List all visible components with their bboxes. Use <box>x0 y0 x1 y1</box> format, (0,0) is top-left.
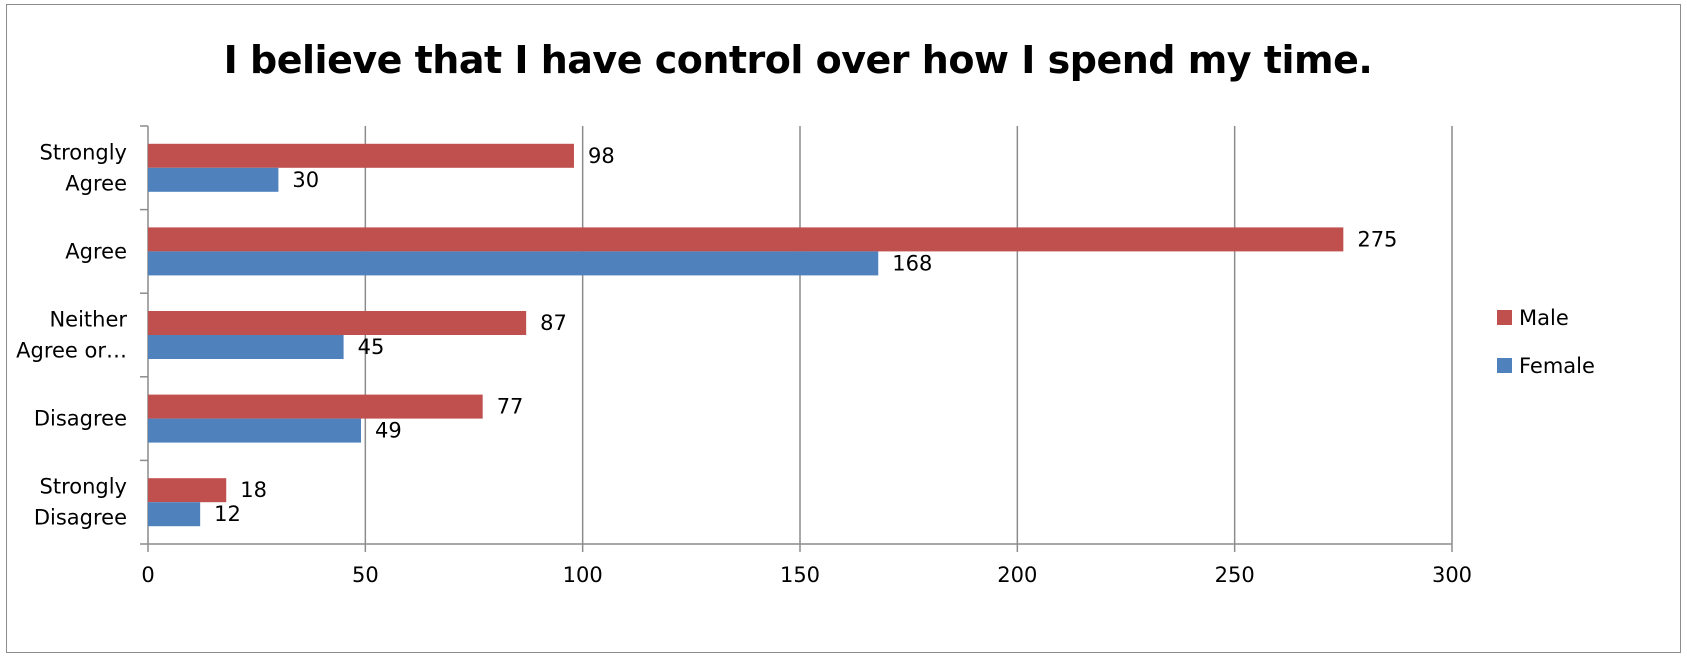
gridlines <box>364 126 1453 544</box>
data-label: 12 <box>214 502 241 526</box>
category-label: Agree <box>65 171 127 195</box>
bars <box>148 143 1344 527</box>
data-label: 18 <box>240 478 267 502</box>
labels: 0 50 100 150 200 250 300 98 30 Strongly Agree 275 16… <box>16 140 1472 587</box>
bar-male <box>148 478 227 503</box>
bar-male <box>148 311 527 335</box>
category-label: Neither <box>49 308 127 332</box>
category-label: Agree <box>65 239 127 263</box>
category-label: Disagree <box>34 506 127 530</box>
category-label: Agree or… <box>16 339 127 363</box>
bar-male <box>148 227 1344 252</box>
bar-female <box>148 418 361 443</box>
data-label: 87 <box>540 311 567 335</box>
x-tick-label: 250 <box>1215 563 1255 587</box>
legend-label-female: Female <box>1519 354 1595 378</box>
data-label: 168 <box>892 251 932 275</box>
data-label: 45 <box>358 335 385 359</box>
legend-swatch-male <box>1497 310 1512 325</box>
category-label: Strongly <box>40 475 128 499</box>
data-label: 275 <box>1357 227 1397 251</box>
bar-female <box>148 502 201 527</box>
bar-female <box>148 167 279 192</box>
legend: Male Female <box>1497 306 1595 378</box>
x-tick-label: 300 <box>1432 563 1472 587</box>
bar-female <box>148 335 344 359</box>
data-label: 77 <box>497 395 524 419</box>
x-tick-label: 200 <box>997 563 1037 587</box>
legend-label-male: Male <box>1519 306 1569 330</box>
category-label: Disagree <box>34 407 127 431</box>
legend-swatch-female <box>1497 358 1512 373</box>
x-tick-label: 0 <box>141 563 154 587</box>
x-tick-label: 100 <box>563 563 603 587</box>
category-label: Strongly <box>40 140 128 164</box>
x-tick-label: 150 <box>780 563 820 587</box>
bar-male <box>148 394 483 419</box>
data-label: 30 <box>292 168 319 192</box>
bar-female <box>148 251 879 276</box>
data-label: 49 <box>375 419 402 443</box>
x-tick-label: 50 <box>352 563 379 587</box>
chart-title: I believe that I have control over how I… <box>223 38 1373 82</box>
data-label: 98 <box>588 144 615 168</box>
bar-male <box>148 143 574 168</box>
